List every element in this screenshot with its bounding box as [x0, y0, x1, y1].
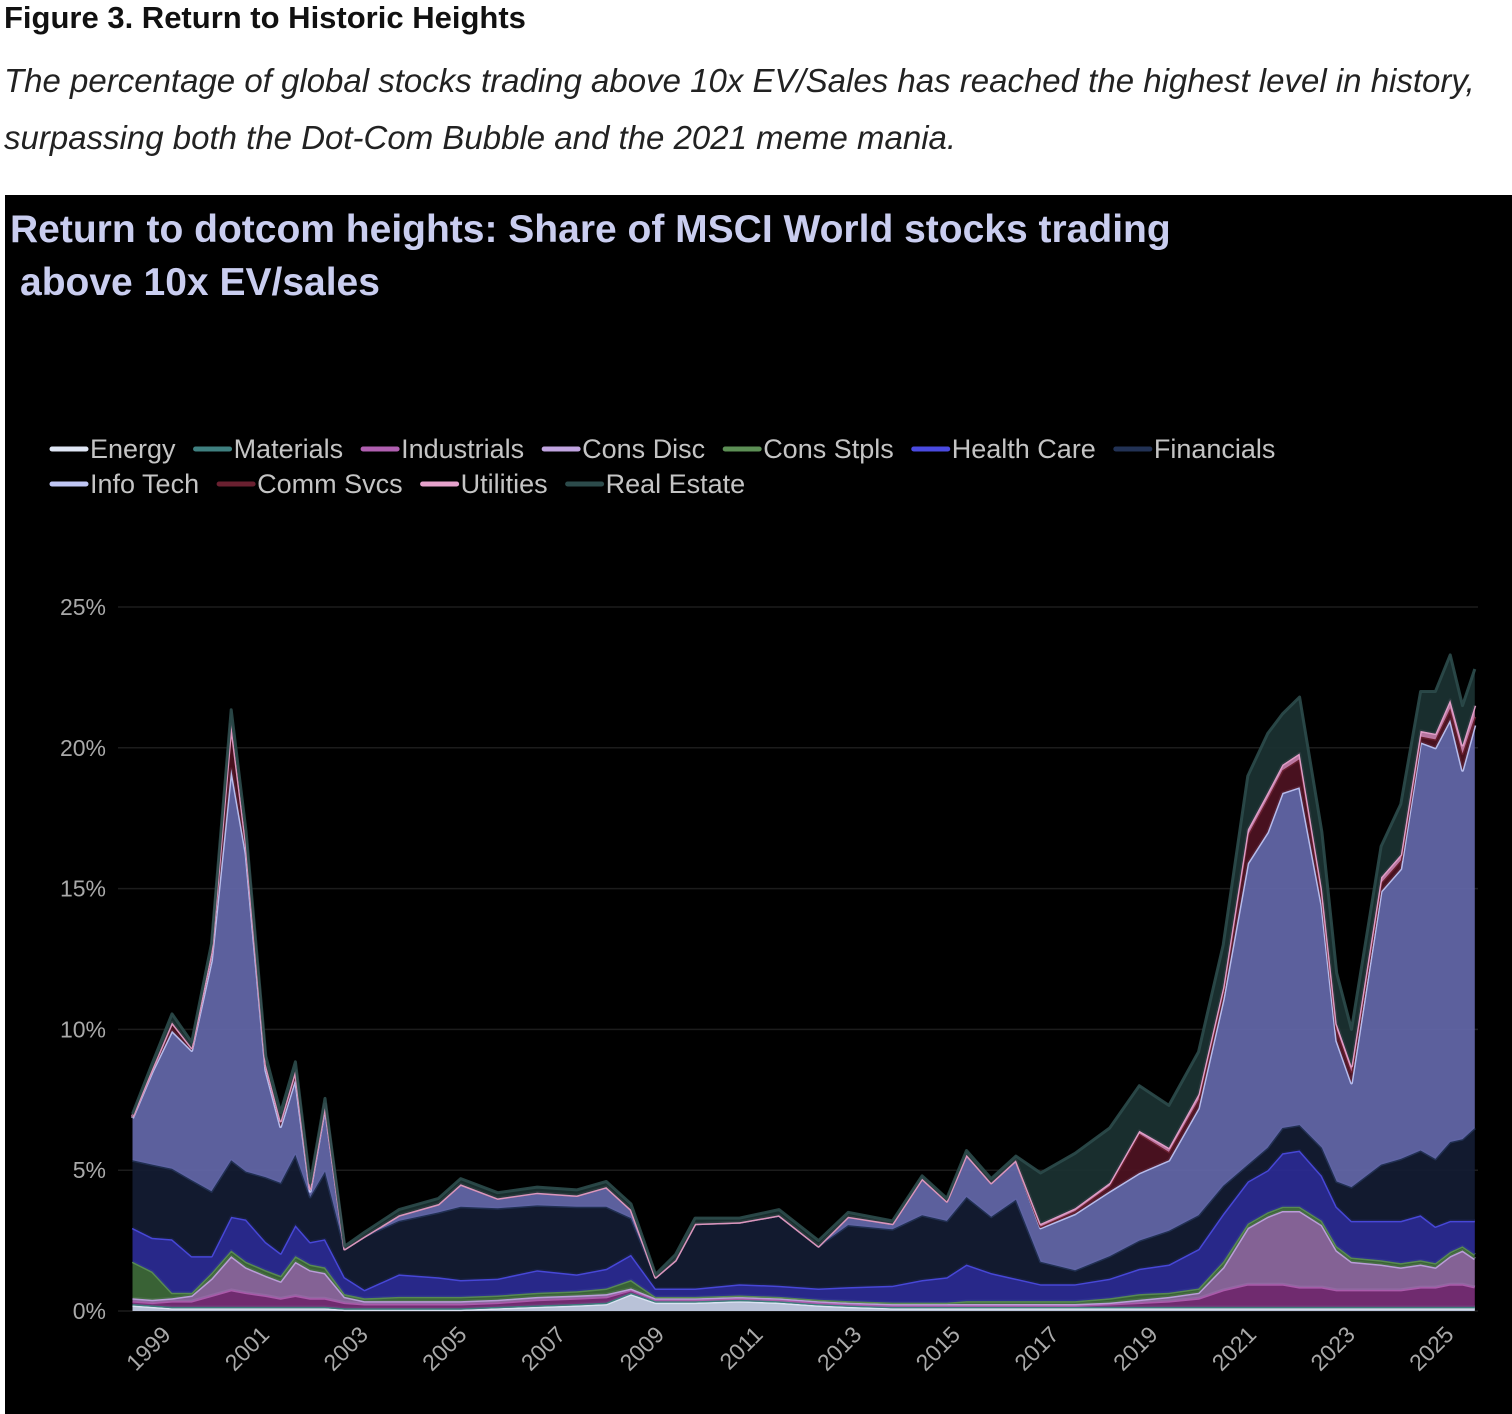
legend-item-industrials[interactable]: Industrials	[360, 434, 524, 464]
figure-subtitle: The percentage of global stocks trading …	[4, 62, 1475, 156]
y-tick-label: 20%	[60, 735, 106, 761]
x-tick-label: 2015	[911, 1321, 966, 1376]
y-tick-label: 5%	[73, 1157, 106, 1183]
x-tick-label: 2017	[1009, 1321, 1064, 1376]
legend-item-financials[interactable]: Financials	[1113, 434, 1276, 464]
legend-item-real-estate[interactable]: Real Estate	[565, 469, 746, 499]
x-tick-label: 2021	[1207, 1321, 1262, 1376]
x-tick-label: 2003	[318, 1321, 373, 1376]
legend-item-comm-svcs[interactable]: Comm Svcs	[216, 469, 403, 499]
legend-label: Cons Stpls	[763, 434, 894, 464]
area-financials	[132, 1125, 1475, 1290]
legend-label: Real Estate	[606, 469, 746, 499]
x-tick-label: 2011	[714, 1321, 767, 1374]
legend-item-health-care[interactable]: Health Care	[911, 434, 1096, 464]
y-tick-label: 15%	[60, 876, 106, 902]
legend-item-energy[interactable]: Energy	[49, 434, 176, 464]
legend-label: Financials	[1154, 434, 1276, 464]
legend-item-materials[interactable]: Materials	[193, 434, 344, 464]
area-layers	[131, 653, 1477, 1312]
y-tick-label: 10%	[60, 1016, 106, 1042]
legend-item-cons-disc[interactable]: Cons Disc	[541, 434, 705, 464]
legend-item-utilities[interactable]: Utilities	[420, 469, 548, 499]
legend-label: Health Care	[952, 434, 1096, 464]
chart-title: Return to dotcom heights: Share of MSCI …	[10, 203, 1171, 309]
legend-label: Industrials	[401, 434, 524, 464]
legend-label: Info Tech	[90, 469, 199, 499]
legend-label: Cons Disc	[582, 434, 705, 464]
y-tick-label: 0%	[73, 1298, 106, 1324]
x-tick-label: 2005	[417, 1321, 472, 1376]
x-tick-label: 2019	[1108, 1321, 1163, 1376]
legend-label: Materials	[234, 434, 344, 464]
legend-label: Comm Svcs	[257, 469, 403, 499]
legend-item-cons-stpls[interactable]: Cons Stpls	[722, 434, 894, 464]
x-tick-label: 2007	[516, 1321, 571, 1376]
chart-title-line2: above 10x EV/sales	[20, 261, 380, 304]
legend-item-info-tech[interactable]: Info Tech	[49, 469, 199, 499]
line-financials	[132, 1123, 1476, 1279]
x-axis-ticks: 1999 2001 2003 2005 2007 2009 2011 2013 2015 2017…	[121, 1321, 1459, 1376]
x-tick-label: 2009	[614, 1321, 669, 1376]
x-tick-label: 2013	[812, 1321, 867, 1376]
x-tick-label: 2025	[1404, 1321, 1459, 1376]
x-tick-label: 1999	[121, 1321, 176, 1376]
legend-label: Energy	[90, 434, 176, 464]
chart-title-line1: Return to dotcom heights: Share of MSCI …	[10, 208, 1171, 251]
area-real-estate	[132, 654, 1475, 1278]
x-tick-label: 2001	[220, 1321, 275, 1376]
y-axis-ticks: 0% 5% 10% 15% 20% 25%	[60, 594, 106, 1324]
line-cons-stpls	[131, 1205, 1476, 1305]
y-tick-label: 25%	[60, 594, 106, 620]
line-real-estate	[131, 653, 1477, 1276]
x-tick-label: 2023	[1305, 1321, 1360, 1376]
legend-label: Utilities	[461, 469, 548, 499]
figure-title: Figure 3. Return to Historic Heights	[4, 0, 526, 35]
legend: Energy Materials Industrials Cons Disc Cons …	[49, 434, 1276, 499]
